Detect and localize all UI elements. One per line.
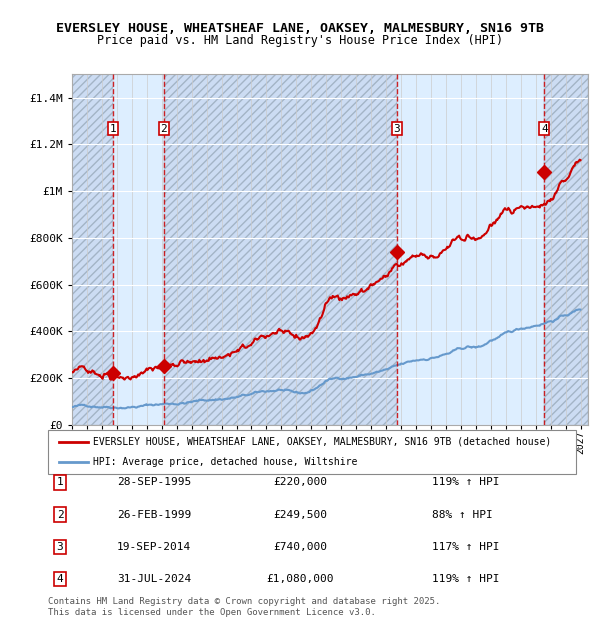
- Bar: [544, 74, 588, 425]
- Text: £220,000: £220,000: [273, 477, 327, 487]
- Text: 1: 1: [56, 477, 64, 487]
- Text: 3: 3: [394, 124, 400, 134]
- Text: 19-SEP-2014: 19-SEP-2014: [117, 542, 191, 552]
- Text: 119% ↑ HPI: 119% ↑ HPI: [432, 574, 499, 584]
- Bar: [164, 74, 397, 425]
- Text: £740,000: £740,000: [273, 542, 327, 552]
- Text: EVERSLEY HOUSE, WHEATSHEAF LANE, OAKSEY, MALMESBURY, SN16 9TB (detached house): EVERSLEY HOUSE, WHEATSHEAF LANE, OAKSEY,…: [93, 436, 551, 447]
- Text: 1: 1: [110, 124, 116, 134]
- Text: HPI: Average price, detached house, Wiltshire: HPI: Average price, detached house, Wilt…: [93, 457, 357, 467]
- Text: £249,500: £249,500: [273, 510, 327, 520]
- Text: 2: 2: [56, 510, 64, 520]
- Text: 88% ↑ HPI: 88% ↑ HPI: [432, 510, 493, 520]
- Text: 4: 4: [541, 124, 548, 134]
- Text: Price paid vs. HM Land Registry's House Price Index (HPI): Price paid vs. HM Land Registry's House …: [97, 34, 503, 47]
- Text: 31-JUL-2024: 31-JUL-2024: [117, 574, 191, 584]
- Text: 3: 3: [56, 542, 64, 552]
- Text: 119% ↑ HPI: 119% ↑ HPI: [432, 477, 499, 487]
- Text: Contains HM Land Registry data © Crown copyright and database right 2025.
This d: Contains HM Land Registry data © Crown c…: [48, 598, 440, 617]
- Text: 28-SEP-1995: 28-SEP-1995: [117, 477, 191, 487]
- Text: £1,080,000: £1,080,000: [266, 574, 334, 584]
- Text: EVERSLEY HOUSE, WHEATSHEAF LANE, OAKSEY, MALMESBURY, SN16 9TB: EVERSLEY HOUSE, WHEATSHEAF LANE, OAKSEY,…: [56, 22, 544, 35]
- Text: 2: 2: [161, 124, 167, 134]
- Text: 117% ↑ HPI: 117% ↑ HPI: [432, 542, 499, 552]
- Bar: [72, 74, 113, 425]
- Text: 4: 4: [56, 574, 64, 584]
- Text: 26-FEB-1999: 26-FEB-1999: [117, 510, 191, 520]
